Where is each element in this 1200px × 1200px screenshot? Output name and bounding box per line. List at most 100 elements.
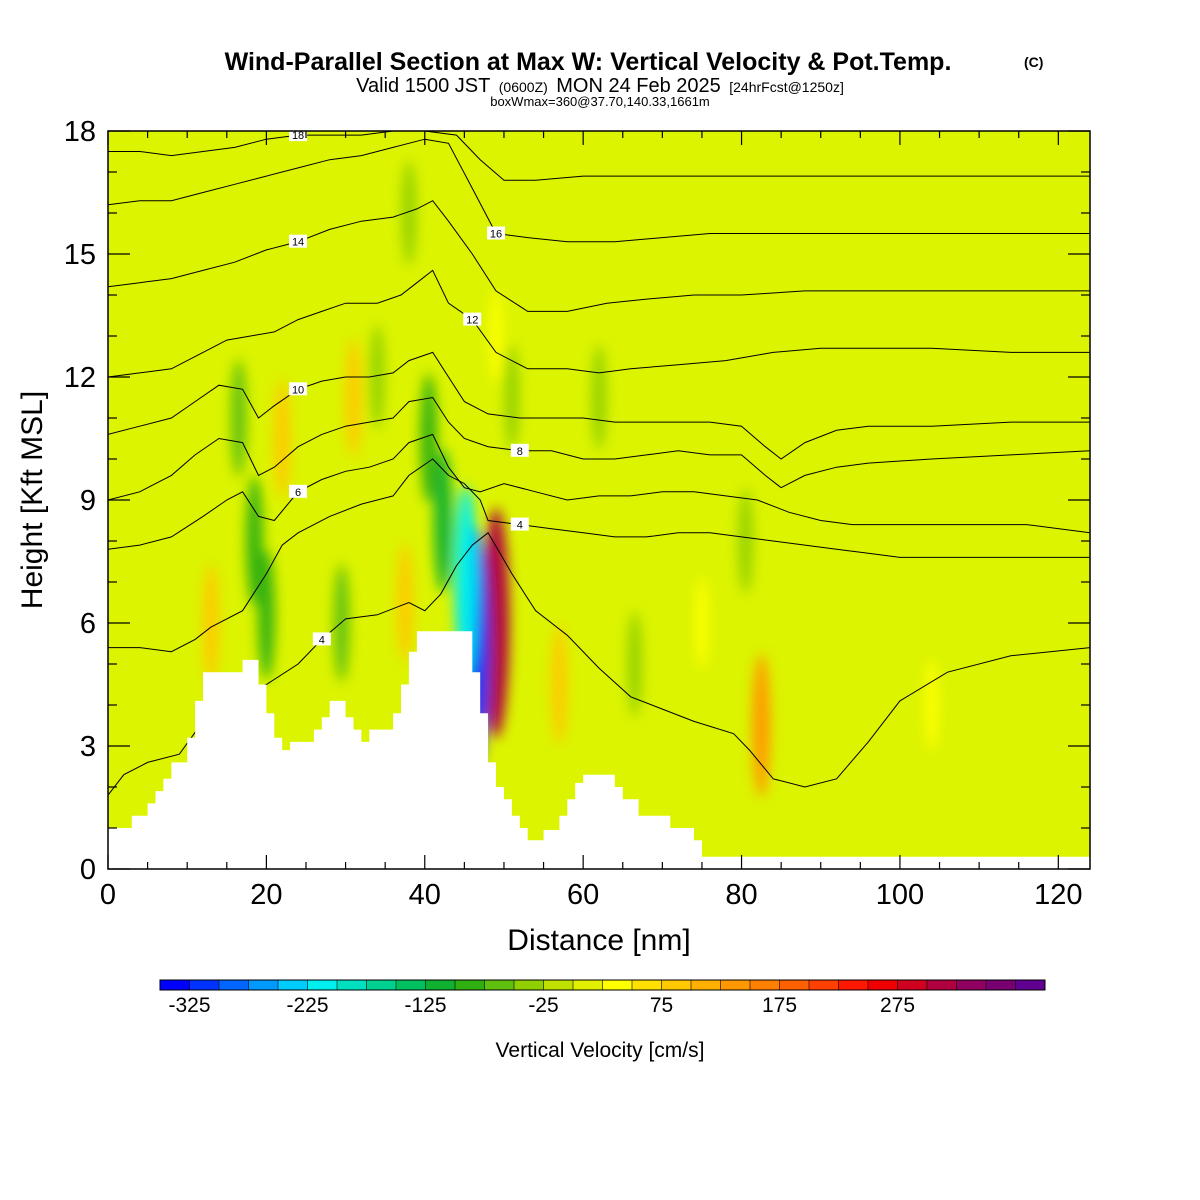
vertical-velocity-feature <box>551 625 568 744</box>
colorbar-swatch <box>425 980 456 990</box>
vertical-velocity-feature <box>203 564 219 682</box>
y-axis-label: Height [Kft MSL] <box>16 391 49 609</box>
theta-contour <box>108 200 1090 312</box>
contour-label: 16 <box>487 226 506 241</box>
y-tick-label: 15 <box>64 239 96 271</box>
y-axis: 0 3 6 9 12 15 18 <box>64 116 1090 886</box>
contour-label-box <box>510 517 529 531</box>
colorbar-swatch <box>809 980 839 990</box>
colorbar-swatch <box>396 980 426 990</box>
theta-contour <box>108 351 1090 460</box>
colorbar-tick-label: 75 <box>650 994 673 1017</box>
x-tick-label: 80 <box>725 879 757 911</box>
contour-label-text: 6 <box>295 487 301 499</box>
colorbar-swatch <box>720 980 751 990</box>
terrain-profile <box>108 631 1090 869</box>
colorbar-swatch <box>514 980 544 990</box>
colorbar-swatch <box>691 980 721 990</box>
chart-title: Wind-Parallel Section at Max W: Vertical… <box>225 48 952 76</box>
y-tick-label: 3 <box>80 731 96 763</box>
theta-contour <box>108 269 1090 378</box>
vertical-velocity-feature <box>397 543 413 662</box>
contour-label: 8 <box>510 443 529 458</box>
colorbar-swatch <box>543 980 574 990</box>
colorbar-swatch <box>779 980 810 990</box>
contour-label-box <box>289 484 308 498</box>
x-tick-label: 60 <box>567 879 599 911</box>
contour-label: 14 <box>289 234 308 249</box>
contour-label: 4 <box>312 632 331 646</box>
colorbar-swatch <box>366 980 397 990</box>
colorbar-swatch <box>160 980 190 990</box>
vertical-velocity-feature <box>752 654 771 797</box>
box-info: boxWmax=360@37.70,140.33,1661m <box>490 94 710 109</box>
colorbar-tick-label: 275 <box>880 994 915 1017</box>
valid-utc: (0600Z) <box>499 79 548 95</box>
vertical-velocity-feature <box>924 658 939 752</box>
vertical-velocity-feature <box>433 449 453 592</box>
contour-label-box <box>289 131 308 142</box>
contour-label-box <box>510 443 529 457</box>
plot-area: 4 4 6 8 10 12 14 16 18 <box>108 131 1090 869</box>
contour-label-text: 10 <box>292 384 304 396</box>
x-tick-label: 100 <box>876 879 924 911</box>
colorbar-swatch <box>632 980 662 990</box>
colorbar <box>159 979 1046 991</box>
contour-label: 4 <box>510 517 529 532</box>
x-axis-label: Distance [nm] <box>507 924 690 957</box>
vertical-velocity-feature <box>401 160 417 266</box>
theta-contour <box>108 138 1090 243</box>
valid-date: MON 24 Feb 2025 <box>556 75 721 97</box>
y-tick-label: 12 <box>64 362 96 394</box>
colorbar-swatch <box>838 980 869 990</box>
colorbar-tick-label: -225 <box>286 994 328 1017</box>
contour-label-box <box>312 632 331 646</box>
vertical-velocity-feature <box>370 324 385 430</box>
contour-label: 18 <box>289 131 308 142</box>
y-tick-label: 0 <box>80 854 96 886</box>
vertical-velocity-feature <box>333 564 350 682</box>
vertical-velocity-feature <box>230 359 247 477</box>
colorbar-tick-label: -25 <box>528 994 558 1017</box>
colorbar-swatch <box>573 980 603 990</box>
vertical-velocity-feature <box>454 485 478 679</box>
contour-labels: 4 4 6 8 10 12 14 16 18 <box>289 131 529 646</box>
x-tick-label: 120 <box>1034 879 1082 911</box>
colorbar-swatch <box>868 980 898 990</box>
copyright-mark: (C) <box>1024 54 1043 70</box>
colorbar-swatch <box>337 980 367 990</box>
contour-label: 12 <box>463 312 482 327</box>
contour-label: 6 <box>289 484 308 499</box>
potential-temperature-contours <box>108 131 1090 796</box>
colorbar-tick-label: -325 <box>168 994 210 1017</box>
contour-label-text: 4 <box>517 520 523 532</box>
x-tick-label: 20 <box>250 879 282 911</box>
contour-label-text: 12 <box>466 315 478 327</box>
colorbar-tick-labels: -325 -225 -125 -25 75 175 275 <box>168 994 915 1017</box>
x-axis: 0 20 40 60 80 100 120 <box>100 131 1083 911</box>
colorbar-swatch <box>602 980 633 990</box>
contour-label-box <box>289 382 308 396</box>
colorbar-label: Vertical Velocity [cm/s] <box>496 1039 705 1062</box>
vertical-velocity-feature <box>246 476 264 606</box>
colorbar-swatch <box>219 980 249 990</box>
contour-label-box <box>487 226 506 240</box>
colorbar-swatch <box>986 980 1016 990</box>
contour-label: 10 <box>289 382 308 396</box>
vertical-velocity-feature <box>274 379 291 498</box>
colorbar-swatch <box>307 980 338 990</box>
valid-prefix: Valid 1500 JST <box>356 75 490 97</box>
colorbar-tick-label: -125 <box>404 994 446 1017</box>
theta-contour <box>108 458 1090 653</box>
x-tick-label: 0 <box>100 879 116 911</box>
y-tick-label: 18 <box>64 116 96 148</box>
theta-contour <box>108 131 1090 181</box>
contour-label-text: 14 <box>292 237 304 249</box>
colorbar-swatch <box>189 980 220 990</box>
forecast-info: [24hrFcst@1250z] <box>729 79 844 95</box>
vertical-velocity-feature <box>695 576 709 670</box>
contour-label-text: 8 <box>517 446 523 458</box>
vertical-velocity-feature <box>591 345 607 450</box>
colorbar-swatch <box>750 980 780 990</box>
